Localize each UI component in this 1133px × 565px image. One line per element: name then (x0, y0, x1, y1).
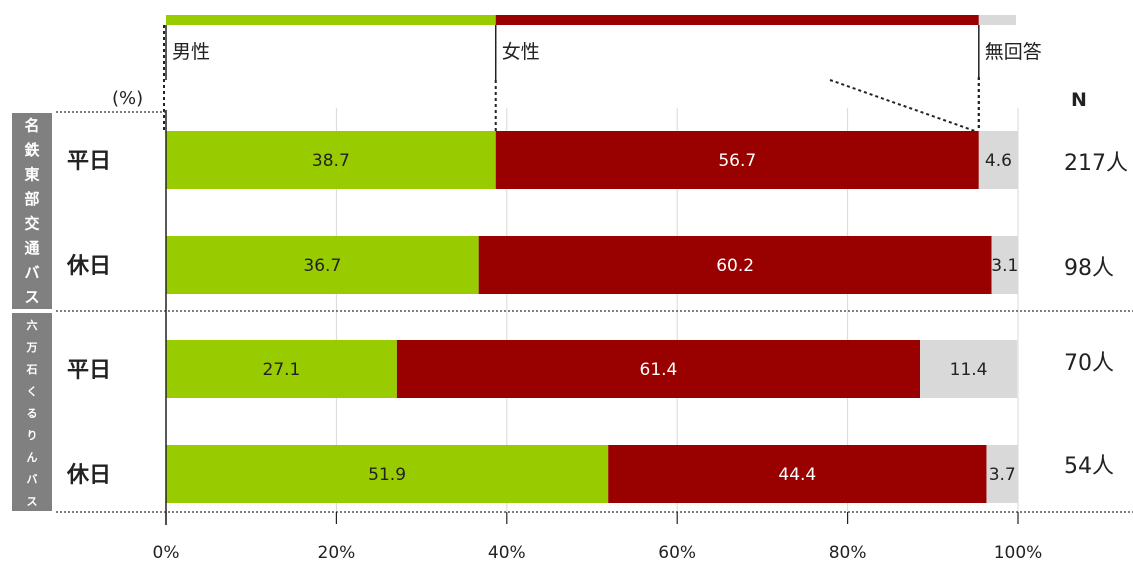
bar-segment (986, 445, 1018, 503)
n-value: 70人 (1064, 351, 1114, 376)
legend-swatch (495, 15, 979, 25)
n-value: 54人 (1064, 454, 1114, 479)
category-label: 休日 (66, 254, 111, 279)
data-label: 56.7 (718, 151, 756, 171)
data-label: 27.1 (263, 360, 301, 380)
bar-segment (920, 340, 1018, 398)
n-value: 217人 (1064, 151, 1128, 176)
bar-segment (166, 236, 479, 294)
bar-segment (166, 340, 397, 398)
data-label: 38.7 (312, 151, 350, 171)
data-label: 36.7 (303, 256, 341, 276)
group-label-box (12, 113, 52, 309)
data-label: 51.9 (368, 465, 406, 485)
bar-segment (166, 131, 496, 189)
legend-connector (829, 79, 976, 132)
x-tick-label: 60% (658, 543, 696, 563)
x-axis: 0% 20% 40% 60% 80% 100% (153, 110, 1043, 563)
data-label: 60.2 (716, 256, 754, 276)
bar-segment (978, 131, 1018, 189)
legend-label: 男性 (172, 41, 210, 63)
x-tick-label: 20% (318, 543, 356, 563)
x-tick-label: 40% (488, 543, 526, 563)
x-tick-label: 80% (829, 543, 867, 563)
group-label-box (12, 313, 52, 511)
percent-unit: (%) (112, 88, 143, 109)
x-tick-label: 100% (994, 543, 1043, 563)
n-value: 98人 (1064, 256, 1114, 281)
bar-segment (166, 445, 609, 503)
data-label: 61.4 (640, 360, 678, 380)
bar-segment (478, 236, 992, 294)
data-label: 4.6 (985, 151, 1012, 171)
legend-label: 女性 (502, 41, 540, 63)
legend-label: 無回答 (985, 41, 1042, 63)
bars: 38.7 56.7 4.6 36.7 60.2 3.1 27.1 61.4 11.4 51.9 44… (166, 131, 1018, 503)
bar-segment (991, 236, 1018, 294)
category-label: 平日 (67, 358, 111, 383)
legend: 男性 女性 無回答 (163, 15, 1042, 132)
n-labels: 217人 98人 70人 54人 (1064, 151, 1128, 479)
category-label: 休日 (66, 463, 111, 488)
n-header: N (1071, 89, 1087, 111)
group-label: 六万石くるりんバス (26, 318, 38, 508)
bar-segment (396, 340, 921, 398)
bar-segment (608, 445, 987, 503)
data-label: 11.4 (950, 360, 988, 380)
legend-swatch (978, 15, 1016, 25)
data-label: 44.4 (778, 465, 816, 485)
x-tick-label: 0% (153, 543, 180, 563)
data-label: 3.1 (991, 256, 1018, 276)
legend-swatch (166, 15, 496, 25)
data-label: 3.7 (989, 465, 1016, 485)
bar-segment (495, 131, 979, 189)
category-label: 平日 (67, 149, 111, 174)
group-label: 名鉄東部交通バス (24, 117, 39, 307)
